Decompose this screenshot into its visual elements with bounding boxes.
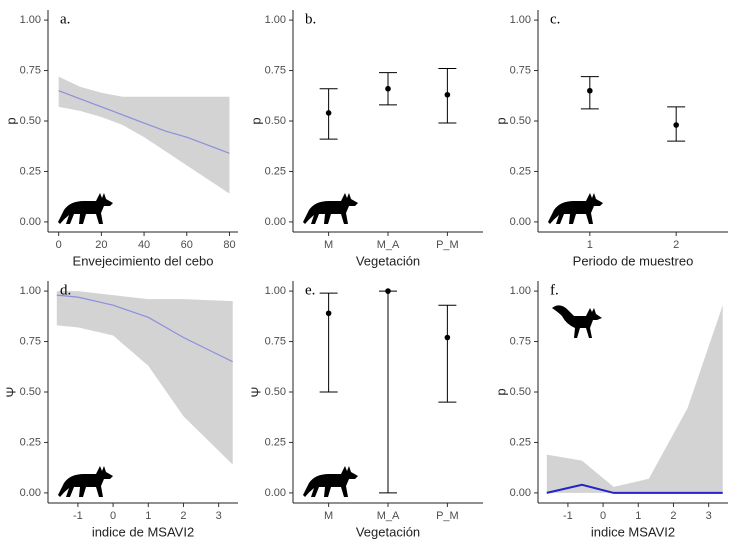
y-tick-label: 0.50 (510, 115, 531, 127)
x-tick-label: P_M (436, 510, 459, 522)
point (325, 310, 332, 317)
x-tick-label: P_M (436, 239, 459, 251)
x-axis-label: Periodo de muestreo (573, 253, 694, 268)
y-tick-label: 0.00 (265, 487, 286, 499)
x-tick-label: 40 (138, 239, 150, 251)
y-tick-label: 0.25 (265, 436, 286, 448)
y-tick-label: 0.00 (265, 216, 286, 228)
x-tick-label: 0 (600, 510, 606, 522)
y-tick-label: 0.00 (510, 216, 531, 228)
y-tick-label: 0.75 (20, 64, 41, 76)
x-tick-label: 2 (180, 510, 186, 522)
x-tick-label: 0 (56, 239, 62, 251)
point (673, 122, 679, 128)
x-tick-label: M_A (377, 510, 400, 522)
y-tick-label: 0.50 (265, 115, 286, 127)
panel-label: c. (550, 11, 560, 27)
x-tick-label: 1 (587, 239, 593, 251)
y-tick-label: 0.25 (510, 165, 531, 177)
y-axis-label: Ψ (248, 387, 263, 398)
x-tick-label: 20 (95, 239, 107, 251)
y-tick-label: 0.00 (20, 487, 41, 499)
x-tick-label: 1 (145, 510, 151, 522)
x-tick-label: -1 (563, 510, 573, 522)
y-tick-label: 0.00 (20, 216, 41, 228)
y-tick-label: 1.00 (20, 14, 41, 26)
y-tick-label: 0.75 (510, 64, 531, 76)
fitted-line (546, 483, 723, 494)
y-tick-label: 1.00 (510, 14, 531, 26)
y-tick-label: 0.25 (265, 165, 286, 177)
x-tick-label: 2 (670, 510, 676, 522)
x-axis-label: Vegetación (356, 524, 420, 539)
x-tick-label: 60 (181, 239, 193, 251)
y-axis-label: p (3, 117, 18, 124)
y-tick-label: 0.75 (265, 64, 286, 76)
confidence-band (546, 305, 723, 493)
y-tick-label: 0.75 (20, 335, 41, 347)
x-tick-label: 1 (635, 510, 641, 522)
fitted-line (58, 90, 230, 154)
y-axis-label: Ψ (3, 387, 18, 398)
y-tick-label: 0.25 (510, 436, 531, 448)
y-tick-label: 1.00 (265, 14, 286, 26)
x-axis-label: indice de MSAVI2 (92, 524, 194, 539)
y-axis-label: p (493, 117, 508, 124)
panel-label: a. (60, 11, 70, 27)
y-tick-label: 1.00 (510, 285, 531, 297)
panel-label: e. (305, 282, 315, 298)
x-tick-label: M (324, 510, 333, 522)
x-tick-label: 0 (110, 510, 116, 522)
x-axis-label: Envejecimiento del cebo (73, 253, 214, 268)
fitted-line (56, 294, 233, 363)
point (385, 85, 391, 92)
point (444, 334, 451, 341)
y-tick-label: 0.75 (510, 335, 531, 347)
y-tick-label: 1.00 (20, 285, 41, 297)
x-tick-label: 3 (706, 510, 712, 522)
panel-label: f. (550, 282, 559, 298)
y-tick-label: 0.25 (20, 436, 41, 448)
confidence-band (58, 76, 230, 194)
x-tick-label: 80 (223, 239, 235, 251)
y-tick-label: 0.50 (20, 386, 41, 398)
x-tick-label: -1 (73, 510, 83, 522)
y-tick-label: 0.50 (20, 115, 41, 127)
y-axis-label: p (493, 388, 508, 395)
panel-label: b. (305, 11, 316, 27)
x-tick-label: 2 (673, 239, 679, 251)
x-tick-label: 3 (216, 510, 222, 522)
point (444, 91, 451, 98)
plots: 0.000.250.500.751.000 20 40 60 80Envejecimie… (3, 10, 728, 539)
panel-label: d. (60, 282, 71, 298)
x-axis-label: indice MSAVI2 (591, 524, 675, 539)
x-tick-label: M_A (377, 239, 400, 251)
confidence-band (56, 291, 233, 465)
y-tick-label: 0.50 (265, 386, 286, 398)
point (587, 87, 593, 94)
point (325, 110, 332, 116)
y-tick-label: 0.50 (510, 386, 531, 398)
y-tick-label: 0.75 (265, 335, 286, 347)
point (385, 288, 391, 294)
y-tick-label: 0.25 (20, 165, 41, 177)
x-tick-label: M (324, 239, 333, 251)
y-tick-label: 0.00 (510, 487, 531, 499)
x-axis-label: Vegetación (356, 253, 420, 268)
y-tick-label: 1.00 (265, 285, 286, 297)
y-axis-label: p (248, 117, 263, 124)
